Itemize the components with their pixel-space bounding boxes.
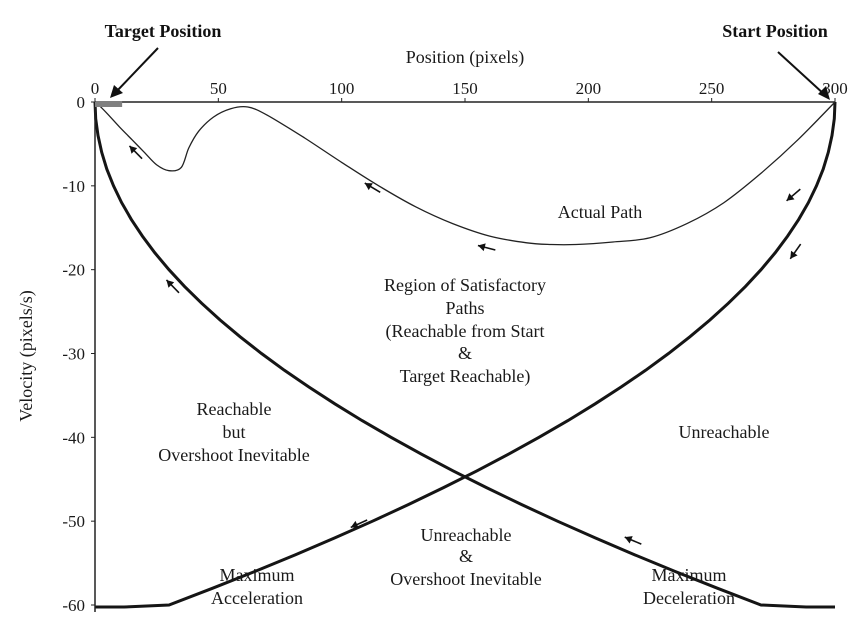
- start-pointer-arrowhead: [818, 86, 830, 100]
- start-position-label: Start Position: [722, 21, 828, 41]
- satisfactory-region-label: Region of Satisfactory Paths (Reachable …: [384, 275, 546, 387]
- y-tick-label: -20: [62, 261, 85, 280]
- target-position-label: Target Position: [105, 21, 222, 41]
- satisfactory-line-5: Target Reachable): [400, 366, 531, 387]
- flow-arrow-head: [477, 243, 486, 252]
- max-deceleration-label: Maximum Deceleration: [643, 565, 735, 608]
- flow-arrow-head: [786, 193, 795, 201]
- x-tick-label: 50: [210, 79, 227, 98]
- x-tick-label: 300: [822, 79, 848, 98]
- flow-arrow-head: [364, 183, 373, 191]
- actual-path-curve: [94, 101, 836, 246]
- satisfactory-line-2: Paths: [445, 298, 484, 318]
- target-marker: [95, 101, 123, 107]
- x-tick-label: 0: [91, 79, 100, 98]
- flow-arrow-head: [624, 536, 633, 544]
- x-tick-label: 250: [699, 79, 725, 98]
- satisfactory-line-3: (Reachable from Start: [386, 321, 545, 342]
- x-tick-label: 150: [452, 79, 478, 98]
- maximum-acceleration-curve: [93, 101, 835, 609]
- y-tick-label: -10: [62, 177, 85, 196]
- unreachable-overshoot-line-2: &: [459, 546, 473, 566]
- actual-path-label: Actual Path: [558, 202, 642, 222]
- satisfactory-line-4: &: [458, 343, 472, 363]
- unreachable-label: Unreachable: [679, 422, 770, 442]
- overshoot-line-1: Reachable: [197, 399, 272, 419]
- maximum-deceleration-curve: [95, 101, 837, 609]
- max-deceleration-line-1: Maximum: [652, 565, 727, 585]
- x-axis-title: Position (pixels): [406, 47, 525, 68]
- max-acceleration-line-2: Acceleration: [211, 588, 303, 608]
- x-tick-label: 100: [329, 79, 355, 98]
- flow-arrows-layer: [128, 145, 802, 545]
- satisfactory-line-1: Region of Satisfactory: [384, 275, 546, 295]
- y-tick-label: 0: [77, 93, 86, 112]
- y-tick-label: -40: [62, 428, 85, 447]
- overshoot-line-3: Overshoot Inevitable: [158, 445, 309, 465]
- flow-arrow-head: [790, 250, 798, 259]
- max-acceleration-label: Maximum Acceleration: [211, 565, 303, 608]
- max-deceleration-line-2: Deceleration: [643, 588, 735, 608]
- flow-arrow-head: [350, 520, 359, 529]
- unreachable-overshoot-label: Unreachable & Overshoot Inevitable: [390, 525, 541, 589]
- flow-arrow-head: [166, 279, 175, 288]
- x-tick-label: 200: [576, 79, 602, 98]
- target-pointer-line: [114, 47, 159, 94]
- ticks-layer: 0 50 100 150 200 250 300 0 -10 -20 -30 -40 -50 -60: [62, 79, 847, 615]
- y-tick-label: -50: [62, 512, 85, 531]
- y-tick-label: -60: [62, 596, 85, 615]
- y-tick-label: -30: [62, 345, 85, 364]
- overshoot-line-2: but: [222, 422, 245, 442]
- flow-arrow-head: [129, 145, 138, 154]
- unreachable-overshoot-line-1: Unreachable: [421, 525, 512, 545]
- y-axis-title: Velocity (pixels/s): [16, 290, 37, 421]
- curves-layer: [93, 101, 837, 609]
- start-pointer-line: [777, 51, 826, 96]
- target-pointer-arrowhead: [110, 85, 123, 98]
- max-acceleration-line-1: Maximum: [220, 565, 295, 585]
- unreachable-overshoot-line-3: Overshoot Inevitable: [390, 569, 541, 589]
- overshoot-region-label: Reachable but Overshoot Inevitable: [158, 399, 309, 465]
